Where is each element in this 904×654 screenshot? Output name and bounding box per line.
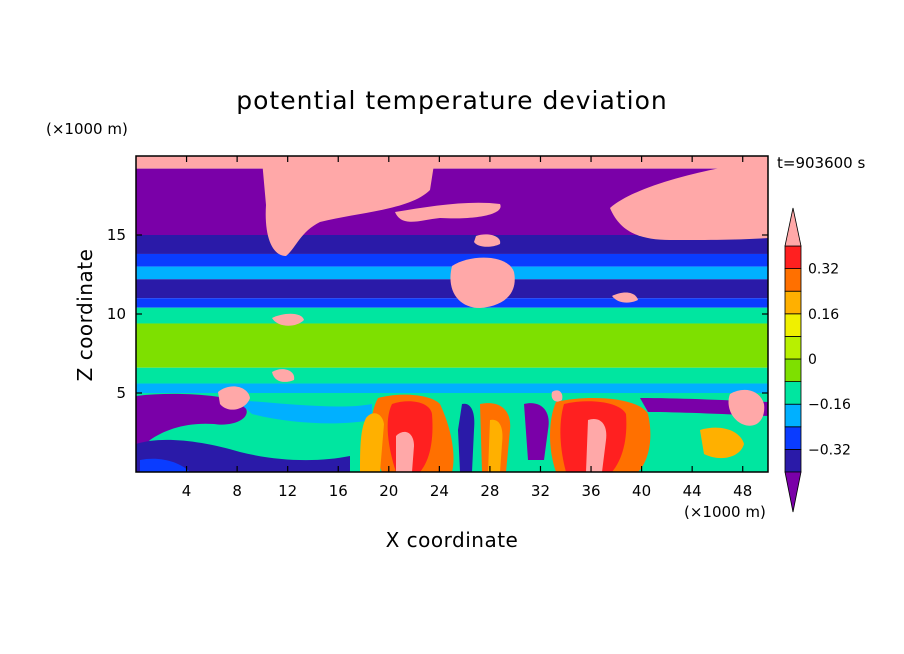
lower-dark-region (136, 439, 350, 472)
contour-band (136, 298, 768, 308)
x-tick-label: 44 (683, 482, 702, 500)
x-axis-title: X coordinate (386, 528, 519, 552)
x-tick-label: 40 (632, 482, 651, 500)
cloud-blob (450, 257, 515, 308)
y-axis-title: Z coordinate (73, 249, 97, 382)
time-label: t=903600 s (777, 154, 866, 172)
warm-plume (371, 394, 454, 472)
contour-band (136, 393, 768, 472)
y-tick-label: 15 (107, 226, 126, 244)
x-tick-label: 32 (531, 482, 550, 500)
warm-plume (488, 419, 503, 472)
contour-band (136, 367, 768, 384)
warm-plume (700, 427, 744, 459)
colorbar-label: 0 (808, 352, 817, 368)
x-tick-label: 48 (733, 482, 752, 500)
lower-dark-region (136, 393, 247, 446)
cool-plume (524, 403, 549, 460)
x-tick-label: 8 (232, 482, 242, 500)
warm-plume-core (586, 418, 607, 472)
upper-cloud-region (262, 156, 435, 256)
x-tick-label: 36 (581, 482, 600, 500)
cloud-blob (474, 234, 501, 247)
upper-cloud-region (610, 163, 768, 240)
contour-band (136, 266, 768, 280)
upper-cloud-region (395, 202, 501, 222)
cloud-blob (612, 292, 638, 303)
colorbar-swatch (784, 313, 802, 337)
colorbar-label: 0.32 (808, 262, 839, 278)
warm-plume (360, 413, 384, 472)
colorbar-swatch (784, 268, 802, 292)
x-tick-label: 20 (379, 482, 398, 500)
colorbar-max-arrow (784, 207, 802, 247)
lower-blue-region (140, 458, 190, 472)
cloud-blob (272, 369, 295, 382)
colorbar-label: −0.32 (808, 442, 851, 458)
contour-band (136, 235, 768, 254)
colorbar-min-arrow (784, 471, 802, 513)
colorbar-label: 0.16 (808, 307, 839, 323)
warm-plume (387, 401, 433, 472)
y-unit-label: (×1000 m) (46, 120, 128, 138)
cool-plume (458, 403, 475, 472)
warm-plume-core (396, 431, 414, 472)
contour-band (136, 168, 768, 235)
x-tick-label: 28 (480, 482, 499, 500)
x-tick-label: 4 (182, 482, 192, 500)
colorbar-swatch (784, 335, 802, 360)
contour-band (136, 253, 768, 267)
colorbar-swatch (784, 426, 802, 450)
cloud-blob (551, 390, 563, 402)
colorbar-swatch (784, 448, 802, 473)
warm-plume (550, 398, 651, 472)
x-tick-label: 12 (278, 482, 297, 500)
colorbar-swatch (784, 290, 802, 315)
x-unit-label: (×1000 m) (684, 503, 766, 521)
lower-dark-region (640, 398, 768, 416)
warm-plume (560, 401, 627, 472)
warm-plume (480, 403, 511, 472)
colorbar-label: −0.16 (808, 397, 851, 413)
lower-blue-region (236, 400, 372, 424)
y-tick-label: 10 (107, 305, 126, 323)
colorbar: 0.32 0.16 0 −0.16 −0.32 (784, 207, 851, 513)
contour-band (136, 279, 768, 299)
cloud-blob (218, 386, 250, 410)
y-tick-label: 5 (116, 384, 126, 402)
contour-bands (136, 156, 768, 472)
plot-frame (135, 155, 769, 473)
x-tick-label: 24 (430, 482, 449, 500)
cloud-blob (728, 389, 765, 426)
colorbar-swatch (784, 245, 802, 270)
contour-band (136, 323, 768, 368)
cloud-blob (272, 313, 304, 326)
chart-title: potential temperature deviation (236, 86, 668, 115)
colorbar-swatch (784, 381, 802, 405)
colorbar-swatch (784, 403, 802, 428)
contour-field (136, 156, 768, 472)
contour-band (136, 156, 768, 169)
contour-band (136, 383, 768, 393)
contour-band (136, 307, 768, 324)
upper-cloud-region (138, 158, 768, 168)
colorbar-swatch (784, 358, 802, 383)
x-tick-label: 16 (329, 482, 348, 500)
